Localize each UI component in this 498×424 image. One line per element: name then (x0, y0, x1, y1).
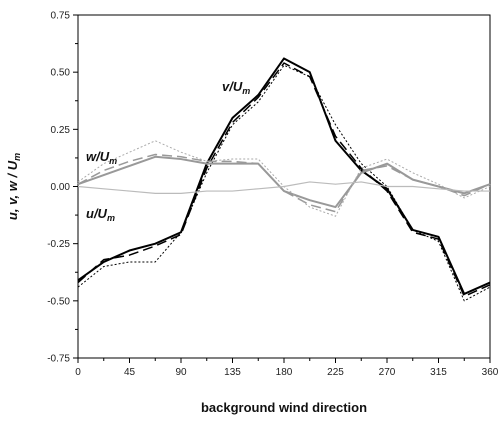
series-label-u: u/Um (86, 206, 115, 223)
series-line-v-solid (77, 57, 491, 295)
series-line-w-dot (77, 140, 491, 217)
y-axis-title: u, v, w / Um (5, 153, 22, 220)
y-tick-label: 0.75 (51, 11, 71, 22)
series-label-v: v/Um (222, 79, 250, 96)
series-label-w: w/Um (86, 149, 117, 166)
series-label-w-sub: m (109, 156, 117, 166)
x-tick-label: 270 (379, 367, 396, 378)
series-line-w-solid (77, 155, 491, 209)
y-tick-label: 0.50 (51, 68, 71, 79)
series-line-v-dot (77, 64, 491, 302)
series-layer (77, 57, 491, 302)
y-tick-label: 0.25 (51, 125, 71, 136)
y-tick-label: -0.50 (47, 296, 70, 307)
x-tick-label: 0 (75, 367, 81, 378)
x-tick-label: 360 (482, 367, 498, 378)
x-tick-label: 90 (175, 367, 187, 378)
x-tick-label: 45 (124, 367, 136, 378)
x-tick-label: 315 (430, 367, 447, 378)
axes: 0 45 90 135 180 225 270 315 360 -0.75 -0.50 -0.25 0.… (47, 11, 498, 379)
series-line-v-long-dash (77, 62, 491, 298)
y-tick-label: -0.75 (47, 354, 70, 365)
y-tick-label: 0.00 (51, 182, 71, 193)
y-axis-title-sub: m (12, 153, 22, 161)
series-line-u-solid (77, 181, 490, 194)
series-label-v-sub: m (242, 86, 250, 96)
y-tick-label: -0.25 (47, 239, 70, 250)
series-label-u-main: u/U (86, 206, 108, 221)
y-axis-title-main: u, v, w / U (5, 160, 20, 220)
series-line-w-long-dash (77, 153, 491, 213)
x-tick-label: 225 (327, 367, 344, 378)
x-tick-label: 135 (224, 367, 241, 378)
series-label-u-sub: m (107, 213, 115, 223)
series-label-v-main: v/U (222, 79, 243, 94)
series-label-w-main: w/U (86, 149, 110, 164)
x-axis-title: background wind direction (201, 400, 367, 415)
x-tick-label: 180 (276, 367, 293, 378)
